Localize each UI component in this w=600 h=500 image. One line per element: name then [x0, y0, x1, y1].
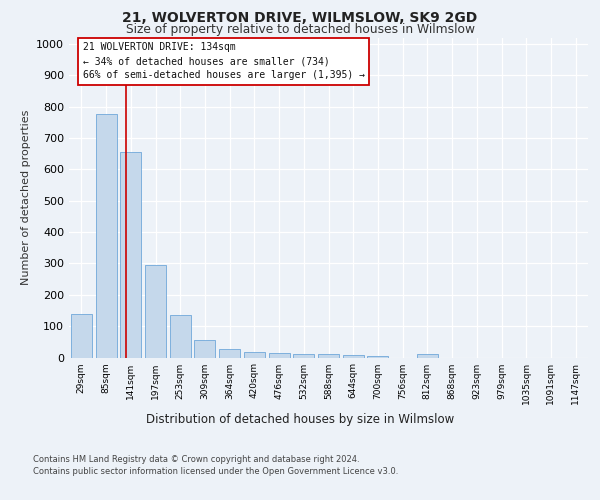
Bar	[318, 354, 339, 358]
Text: 21, WOLVERTON DRIVE, WILMSLOW, SK9 2GD: 21, WOLVERTON DRIVE, WILMSLOW, SK9 2GD	[122, 11, 478, 25]
Bar	[170, 315, 191, 358]
Bar	[120, 152, 141, 358]
Bar	[343, 355, 364, 358]
Bar	[367, 356, 388, 358]
Bar	[145, 265, 166, 358]
Bar	[194, 340, 215, 357]
Text: Distribution of detached houses by size in Wilmslow: Distribution of detached houses by size …	[146, 412, 454, 426]
Text: 21 WOLVERTON DRIVE: 134sqm
← 34% of detached houses are smaller (734)
66% of sem: 21 WOLVERTON DRIVE: 134sqm ← 34% of deta…	[83, 42, 365, 80]
Bar	[293, 354, 314, 358]
Bar	[71, 314, 92, 358]
Bar	[417, 354, 438, 358]
Bar	[269, 353, 290, 358]
Text: Contains public sector information licensed under the Open Government Licence v3: Contains public sector information licen…	[33, 467, 398, 476]
Text: Contains HM Land Registry data © Crown copyright and database right 2024.: Contains HM Land Registry data © Crown c…	[33, 455, 359, 464]
Y-axis label: Number of detached properties: Number of detached properties	[20, 110, 31, 285]
Bar	[219, 348, 240, 358]
Bar	[95, 114, 116, 358]
Text: Size of property relative to detached houses in Wilmslow: Size of property relative to detached ho…	[125, 23, 475, 36]
Bar	[244, 352, 265, 358]
